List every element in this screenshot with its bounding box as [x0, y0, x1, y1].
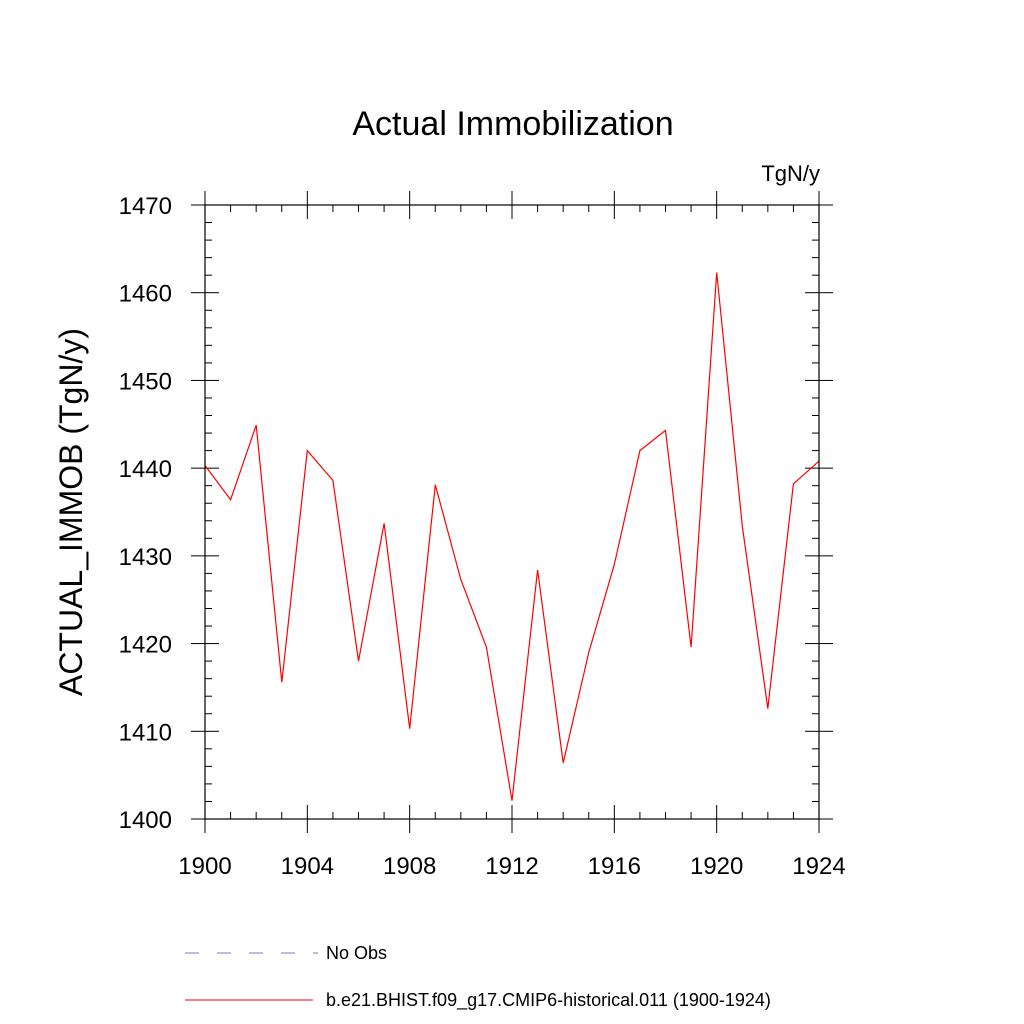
- chart-title: Actual Immobilization: [352, 105, 673, 143]
- y-tick-label: 1450: [119, 368, 172, 395]
- y-tick-label: 1440: [119, 456, 172, 483]
- x-tick-label: 1908: [383, 853, 436, 880]
- y-tick-label: 1400: [119, 807, 172, 834]
- x-tick-label: 1920: [690, 853, 743, 880]
- y-tick-label: 1410: [119, 719, 172, 746]
- x-tick-label: 1904: [281, 853, 334, 880]
- units-label: TgN/y: [761, 161, 820, 186]
- series-lines: [204, 272, 820, 801]
- y-tick-label: 1470: [119, 193, 172, 220]
- axis-ticks: [191, 191, 833, 833]
- legend: No Obs b.e21.BHIST.f09_g17.CMIP6-histori…: [185, 943, 771, 1011]
- y-tick-label: 1460: [119, 281, 172, 308]
- x-tick-label: 1924: [792, 853, 845, 880]
- tick-labels: 1900 1904 1908 1912 1916 1920 1924 1400 1410 1420…: [119, 193, 846, 880]
- legend-label-no-obs: No Obs: [326, 943, 387, 963]
- series-line-0: [204, 272, 820, 801]
- y-tick-label: 1430: [119, 544, 172, 571]
- legend-label-model-run: b.e21.BHIST.f09_g17.CMIP6-historical.011…: [326, 990, 771, 1011]
- plot-frame: [204, 204, 820, 820]
- x-tick-label: 1916: [588, 853, 641, 880]
- y-axis-label: ACTUAL_IMMOB (TgN/y): [53, 328, 89, 696]
- x-tick-label: 1912: [485, 853, 538, 880]
- y-tick-label: 1420: [119, 632, 172, 659]
- x-tick-label: 1900: [178, 853, 231, 880]
